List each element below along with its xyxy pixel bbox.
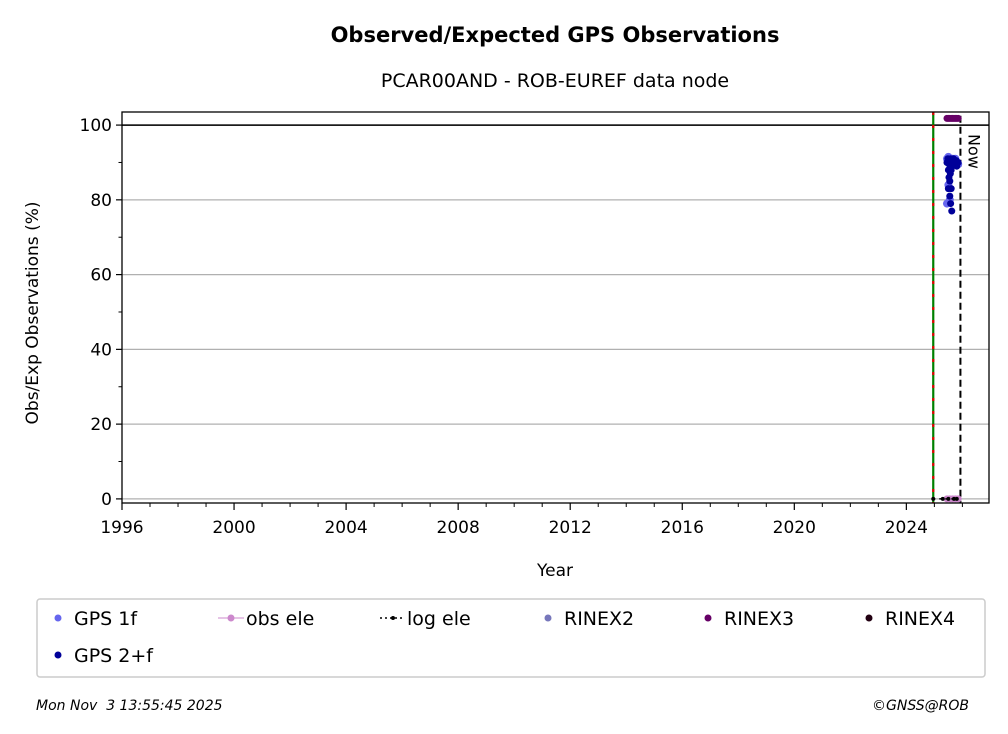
legend-marker [544, 614, 552, 622]
legend-marker [704, 614, 712, 622]
y-tick-label: 0 [101, 490, 112, 510]
point-log-ele [931, 496, 936, 501]
axis-ticks: 0 20 40 60 80 100 1996 2000 2004 2008 2012 2016 2020… [80, 116, 963, 538]
point-log-ele [946, 496, 951, 501]
footer-timestamp: Mon Nov 3 13:55:45 2025 [36, 698, 223, 714]
chart-title: Observed/Expected GPS Observations [331, 23, 780, 47]
x-tick-label: 2016 [661, 518, 704, 538]
legend-entry: RINEX4 [865, 608, 955, 630]
x-tick-label: 1996 [100, 518, 143, 538]
x-tick-label: 2020 [773, 518, 816, 538]
point-log-ele [951, 496, 956, 501]
legend-label: log ele [407, 608, 471, 630]
legend-label: RINEX3 [724, 608, 794, 630]
legend-entry: log ele [380, 608, 471, 630]
point-gps-2-f [947, 200, 955, 208]
point-gps-2-f [946, 177, 954, 185]
footer-credit: ©GNSS@ROB [872, 698, 969, 714]
y-tick-label: 100 [80, 116, 112, 136]
legend-entry: GPS 2+f [54, 645, 154, 667]
y-tick-label: 60 [90, 266, 112, 286]
x-tick-label: 2004 [324, 518, 367, 538]
y-axis-label: Obs/Exp Observations (%) [23, 202, 43, 425]
y-tick-label: 20 [90, 415, 112, 435]
point-gps-2-f [954, 158, 962, 166]
legend-marker [54, 651, 62, 659]
point-gps-2-f [946, 192, 954, 200]
legend-marker [54, 614, 62, 622]
y-tick-label: 40 [90, 340, 112, 360]
x-tick-label: 2008 [437, 518, 480, 538]
point-gps-2-f [944, 185, 952, 193]
legend-entry: obs ele [218, 608, 314, 630]
point-gps-2-f [947, 166, 955, 174]
legend-label: GPS 2+f [74, 645, 154, 667]
x-tick-label: 2012 [549, 518, 592, 538]
data-marks: Now [122, 112, 989, 503]
y-tick-label: 80 [90, 191, 112, 211]
legend-label: RINEX4 [885, 608, 955, 630]
legend-entry: RINEX3 [704, 608, 794, 630]
now-label: Now [964, 134, 983, 169]
legend: GPS 1f obs ele log ele RINEX2 RINEX3 RINEX4 GP… [54, 608, 955, 667]
plot-frame [121, 111, 990, 504]
point-rinex3 [954, 114, 962, 122]
legend-entry: RINEX2 [544, 608, 634, 630]
legend-label: RINEX2 [564, 608, 634, 630]
legend-box [36, 598, 986, 678]
legend-label: obs ele [246, 608, 314, 630]
point-log-ele [940, 496, 945, 501]
chart-subtitle: PCAR00AND - ROB-EUREF data node [381, 70, 729, 92]
point-log-ele [954, 496, 959, 501]
legend-label: GPS 1f [74, 608, 138, 630]
grid [122, 124, 989, 500]
x-axis-label: Year [536, 561, 573, 581]
legend-marker [865, 614, 873, 622]
x-tick-label: 2000 [212, 518, 255, 538]
legend-entry: GPS 1f [54, 608, 138, 630]
x-tick-label: 2024 [885, 518, 928, 538]
point-gps-2-f [948, 207, 956, 215]
legend-marker [227, 614, 235, 622]
legend-marker [391, 616, 395, 620]
